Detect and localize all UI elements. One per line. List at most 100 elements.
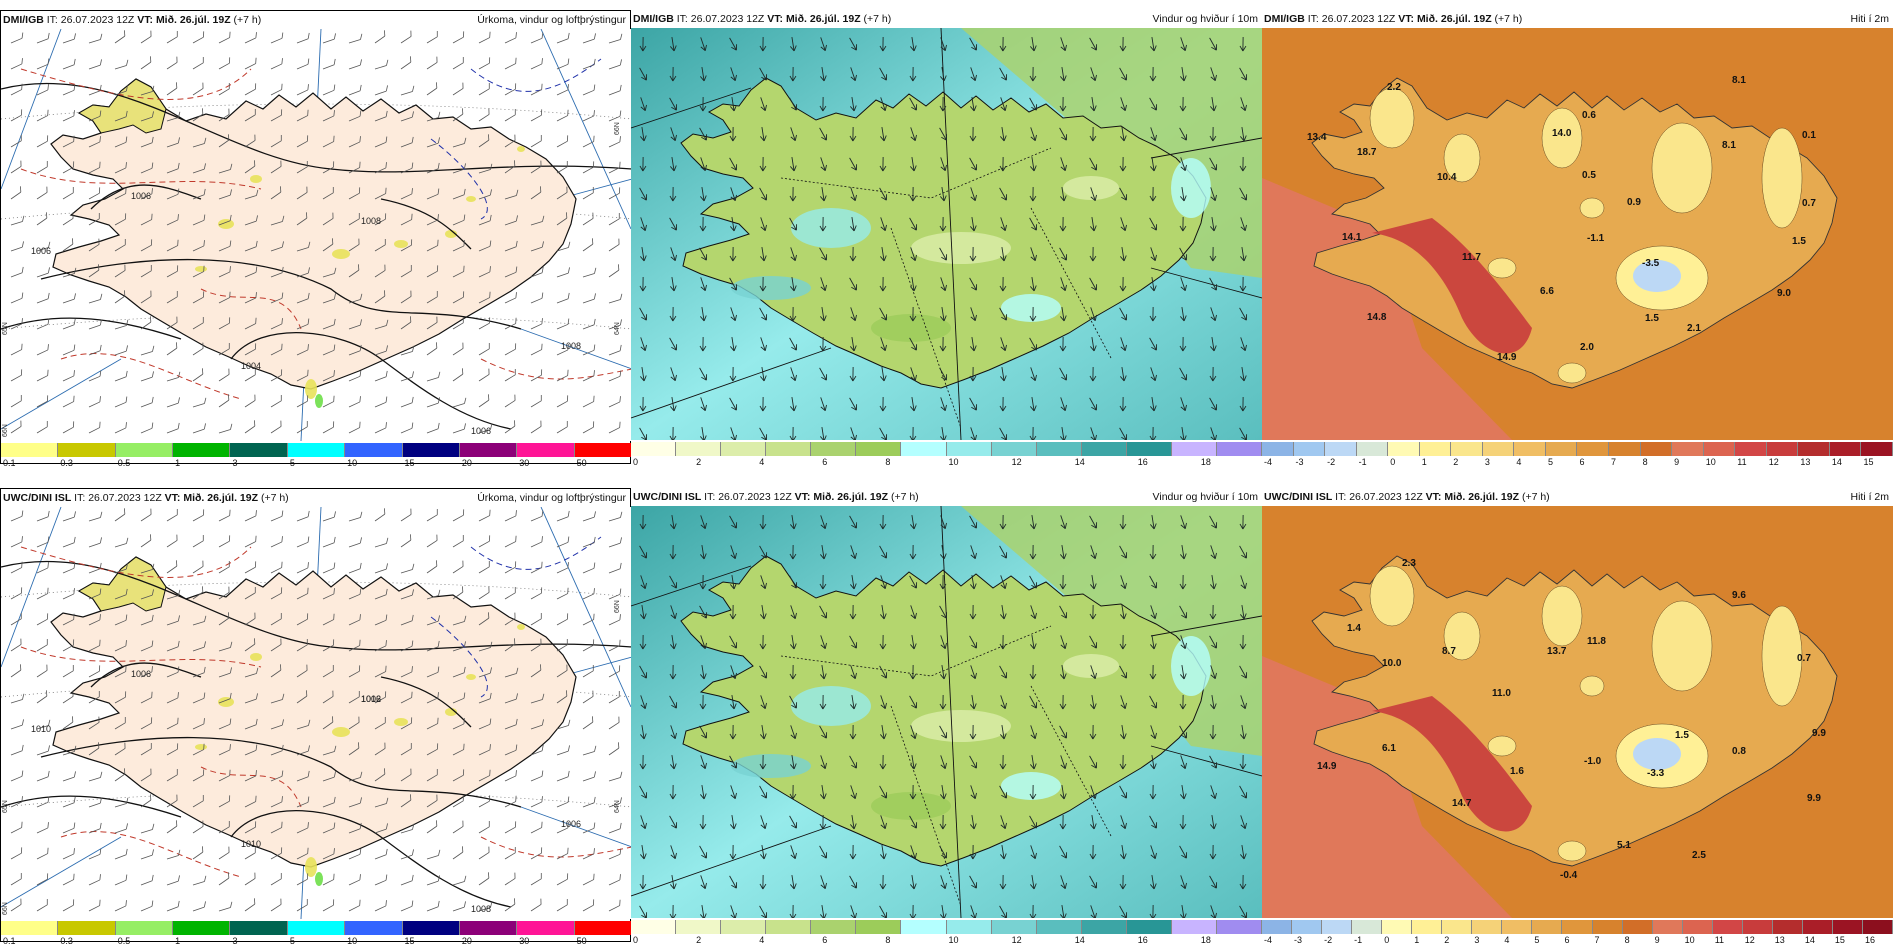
wind-barb [218,214,232,226]
colorbar-swatch [1502,920,1533,934]
wind-arrow [909,904,917,918]
wind-barb [400,823,415,834]
colorbar [1,443,632,457]
isobar-label: 1006 [561,819,581,829]
wind-barb [166,589,181,600]
wind-barb [322,110,335,122]
highland-cold-zone [1651,600,1713,692]
wind-arrow [1180,67,1187,82]
wind-arrow [910,635,917,650]
wind-arrow [730,545,737,559]
wind-arrow [1149,97,1158,111]
wind-barb [426,30,438,44]
wind-barb [608,716,620,730]
wind-barb [426,265,439,278]
wind-barb [556,344,569,356]
isobar-label: 1006 [471,426,491,436]
wind-arrow [759,396,767,412]
wind-arrow [1060,665,1067,680]
colorbar-swatch [766,920,812,934]
wind-barb [608,614,621,626]
wind-barb [244,368,256,382]
wind-barb [270,215,285,226]
wind-arrow [790,755,797,770]
wind-arrow [1120,247,1127,262]
colorbar-tick-label: 14 [1804,935,1815,945]
wind-barb [452,188,466,200]
wind-arrow [940,397,947,411]
isotherm-line [480,836,632,858]
wind-barb [426,900,440,912]
wind-arrow [969,604,977,620]
wind-arrow [1029,426,1037,440]
wind-barb [36,536,50,548]
wind-arrow [909,217,918,231]
wind-arrow [880,695,887,709]
wind-barb [582,238,594,252]
highland-cold-zone [1557,362,1587,384]
wind-barb [530,770,544,782]
wind-barb [244,795,257,808]
colorbar-swatch [901,442,947,456]
wind-arrow [880,217,887,231]
wind-barb [400,422,414,434]
wind-arrow [1090,187,1097,201]
wind-barb [62,58,76,70]
precip-cell [517,146,525,152]
wind-arrow [909,664,917,680]
wind-barb [322,267,337,278]
colorbar-swatch [721,920,767,934]
wind-barb [608,690,620,704]
wind-barb [400,136,414,148]
wind-arrow [700,427,707,440]
wind-arrow [1239,156,1247,172]
wind-barb [270,343,283,356]
valid-time: Mið. 26.júl. 19Z [785,13,861,25]
wind-barb [114,537,129,548]
wind-barb [452,901,466,912]
wind-arrow [1059,216,1067,232]
wind-barb [166,743,179,756]
wind-barb [218,240,232,252]
highland-cold-zone [1443,133,1481,183]
wind-barb [166,508,178,522]
wind-arrow [700,515,707,529]
wind-arrow [1060,157,1067,171]
wind-arrow [940,187,947,202]
wind-arrow [819,725,828,739]
wind-barb [114,345,128,356]
wind-barb [556,719,571,730]
wind-barb [270,58,283,70]
wind-arrow [1179,247,1188,261]
wind-barb [192,397,207,408]
wind-arrow [789,784,797,800]
wind-barb [244,718,258,730]
wind-arrow [820,277,827,291]
wind-barb [62,613,75,626]
wind-arrow [939,694,947,710]
wind-arrow [670,635,677,650]
wind-arrow [729,157,738,171]
colorbar-tick-label: 0 [1384,935,1390,945]
colorbar-swatch [1262,442,1294,456]
wind-barb [36,420,48,434]
temperature-value: 14.8 [1367,312,1387,323]
isotherm-line [480,358,632,380]
wind-barb [218,718,232,730]
wind-arrow [1149,66,1157,82]
wind-arrow [879,785,888,799]
precip-cell [218,219,234,229]
precip-cell [332,727,350,737]
wind-barb [62,318,76,330]
wind-barb [530,318,543,330]
temperature-zones [1369,565,1803,862]
wind-arrow [879,874,887,890]
wind-arrow [1060,755,1067,769]
iceland-land [680,555,1207,867]
wind-barb [400,614,414,626]
temperature-value: -0.4 [1560,870,1578,881]
wind-barb [244,586,256,600]
wind-arrow [1090,695,1097,710]
wind-arrow [669,337,678,351]
wind-arrow [850,97,857,112]
